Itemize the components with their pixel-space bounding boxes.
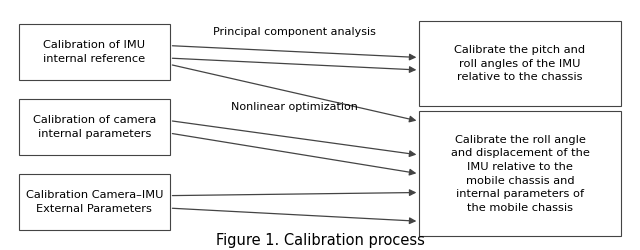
Text: Figure 1. Calibration process: Figure 1. Calibration process	[216, 232, 424, 248]
Text: Calibration of camera
internal parameters: Calibration of camera internal parameter…	[33, 115, 156, 139]
Text: Calibration Camera–IMU
External Parameters: Calibration Camera–IMU External Paramete…	[26, 190, 163, 214]
FancyBboxPatch shape	[419, 21, 621, 106]
FancyBboxPatch shape	[19, 174, 170, 230]
Text: Calibrate the roll angle
and displacement of the
IMU relative to the
mobile chas: Calibrate the roll angle and displacemen…	[451, 135, 589, 213]
Text: Nonlinear optimization: Nonlinear optimization	[231, 102, 358, 112]
Text: Principal component analysis: Principal component analysis	[213, 27, 376, 37]
Text: Calibrate the pitch and
roll angles of the IMU
relative to the chassis: Calibrate the pitch and roll angles of t…	[454, 45, 586, 82]
FancyBboxPatch shape	[19, 24, 170, 80]
FancyBboxPatch shape	[419, 111, 621, 236]
Text: Calibration of IMU
internal reference: Calibration of IMU internal reference	[44, 40, 145, 64]
FancyBboxPatch shape	[19, 99, 170, 155]
